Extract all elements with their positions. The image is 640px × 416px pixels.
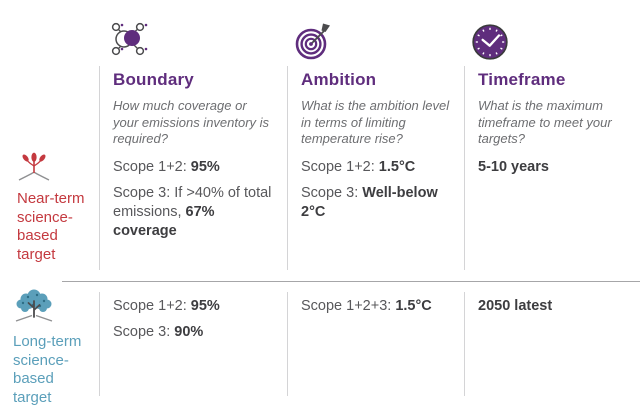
target-dart-icon <box>295 23 330 60</box>
scope-value: 1.5°C <box>395 298 432 314</box>
boundary-question: How much coverage or your emissions inve… <box>113 98 270 146</box>
timeframe-question: What is the maximum timeframe to meet yo… <box>478 98 612 146</box>
ambition-title: Ambition <box>301 70 377 89</box>
long-term-label-block: Long-term science- based target <box>0 287 99 407</box>
scope-line: Scope 1+2: 95% <box>113 297 273 316</box>
long-term-boundary-cell: Scope 1+2: 95% Scope 3: 90% <box>99 292 287 396</box>
scope-prefix: Scope 3: <box>301 184 363 201</box>
long-term-label-line: science- <box>13 351 69 369</box>
near-term-label-line: science- <box>17 208 73 226</box>
long-term-label-line: Long-term <box>13 333 82 350</box>
long-term-timeframe-cell: 2050 latest <box>464 292 640 396</box>
clock-icon <box>472 24 508 60</box>
near-term-label-line: Near-term <box>17 190 85 207</box>
near-term-timeframe-cell: 5-10 years <box>478 158 626 177</box>
long-term-section: Long-term science- based target Scope 1+… <box>0 289 640 406</box>
near-term-label-block: Near-term science- based target <box>0 0 99 264</box>
boundary-column: Boundary How much coverage or your emiss… <box>99 0 287 270</box>
near-term-label-line: based target <box>17 227 58 263</box>
long-term-boundary-column: Scope 1+2: 95% Scope 3: 90% <box>99 292 287 398</box>
row-divider <box>62 281 640 282</box>
ambition-column: Ambition What is the ambition level in t… <box>287 0 464 270</box>
long-term-ambition-column: Scope 1+2+3: 1.5°C <box>287 292 464 398</box>
scope-value: 95% <box>190 298 220 314</box>
ambition-icon-area <box>287 0 464 66</box>
scope-line: Scope 3: If >40% of total emissions, 67%… <box>113 184 273 241</box>
timeframe-value: 2050 latest <box>478 298 553 314</box>
scope-value: 67% coverage <box>113 203 215 239</box>
long-term-label-column: Long-term science- based target <box>0 289 99 406</box>
boundary-column-body: Boundary How much coverage or your emiss… <box>99 66 287 270</box>
seedling-icon <box>18 152 50 181</box>
long-term-timeframe-column: 2050 latest <box>464 292 640 398</box>
scope-line: Scope 1+2: 95% <box>113 158 273 177</box>
scope-value: 95% <box>190 158 220 175</box>
scope-line: Scope 1+2: 1.5°C <box>301 158 450 177</box>
scope-line: Scope 3: Well-below 2°C <box>301 184 450 222</box>
timeframe-column: Timeframe What is the maximum timeframe … <box>464 0 640 270</box>
boundary-title: Boundary <box>113 70 194 89</box>
scope-value: 90% <box>174 324 204 340</box>
boundary-icon-area <box>99 0 287 66</box>
tree-icon <box>15 289 53 322</box>
timeframe-value: 5-10 years <box>478 158 549 175</box>
near-term-ambition-cell: Scope 1+2: 1.5°C Scope 3: Well-below 2°C <box>301 158 450 222</box>
near-term-boundary-cell: Scope 1+2: 95% Scope 3: If >40% of total… <box>113 158 273 241</box>
ambition-column-body: Ambition What is the ambition level in t… <box>287 66 464 270</box>
scope-prefix: Scope 1+2: <box>113 158 191 175</box>
scope-value: 1.5°C <box>378 158 416 175</box>
long-term-ambition-cell: Scope 1+2+3: 1.5°C <box>287 292 464 396</box>
timeframe-column-body: Timeframe What is the maximum timeframe … <box>464 66 640 270</box>
scope-prefix: Scope 1+2: <box>113 298 191 314</box>
scope-prefix: Scope 1+2+3: <box>301 298 396 314</box>
long-term-label-line: based target <box>13 370 54 406</box>
scope-line: Scope 3: 90% <box>113 323 273 342</box>
molecule-icon <box>111 22 148 56</box>
timeframe-icon-area <box>464 0 640 66</box>
near-term-label-column: Near-term science- based target <box>0 0 99 270</box>
timeframe-title: Timeframe <box>478 70 566 89</box>
ambition-question: What is the ambition level in terms of l… <box>301 98 450 146</box>
scope-line: Scope 1+2+3: 1.5°C <box>301 297 450 316</box>
scope-value: Well-below 2°C <box>301 184 438 220</box>
near-term-section: Near-term science- based target <box>0 0 640 270</box>
scope-prefix: Scope 3: <box>113 324 175 340</box>
scope-prefix: Scope 3: If >40% of total emissions, <box>113 184 272 220</box>
scope-prefix: Scope 1+2: <box>301 158 379 175</box>
